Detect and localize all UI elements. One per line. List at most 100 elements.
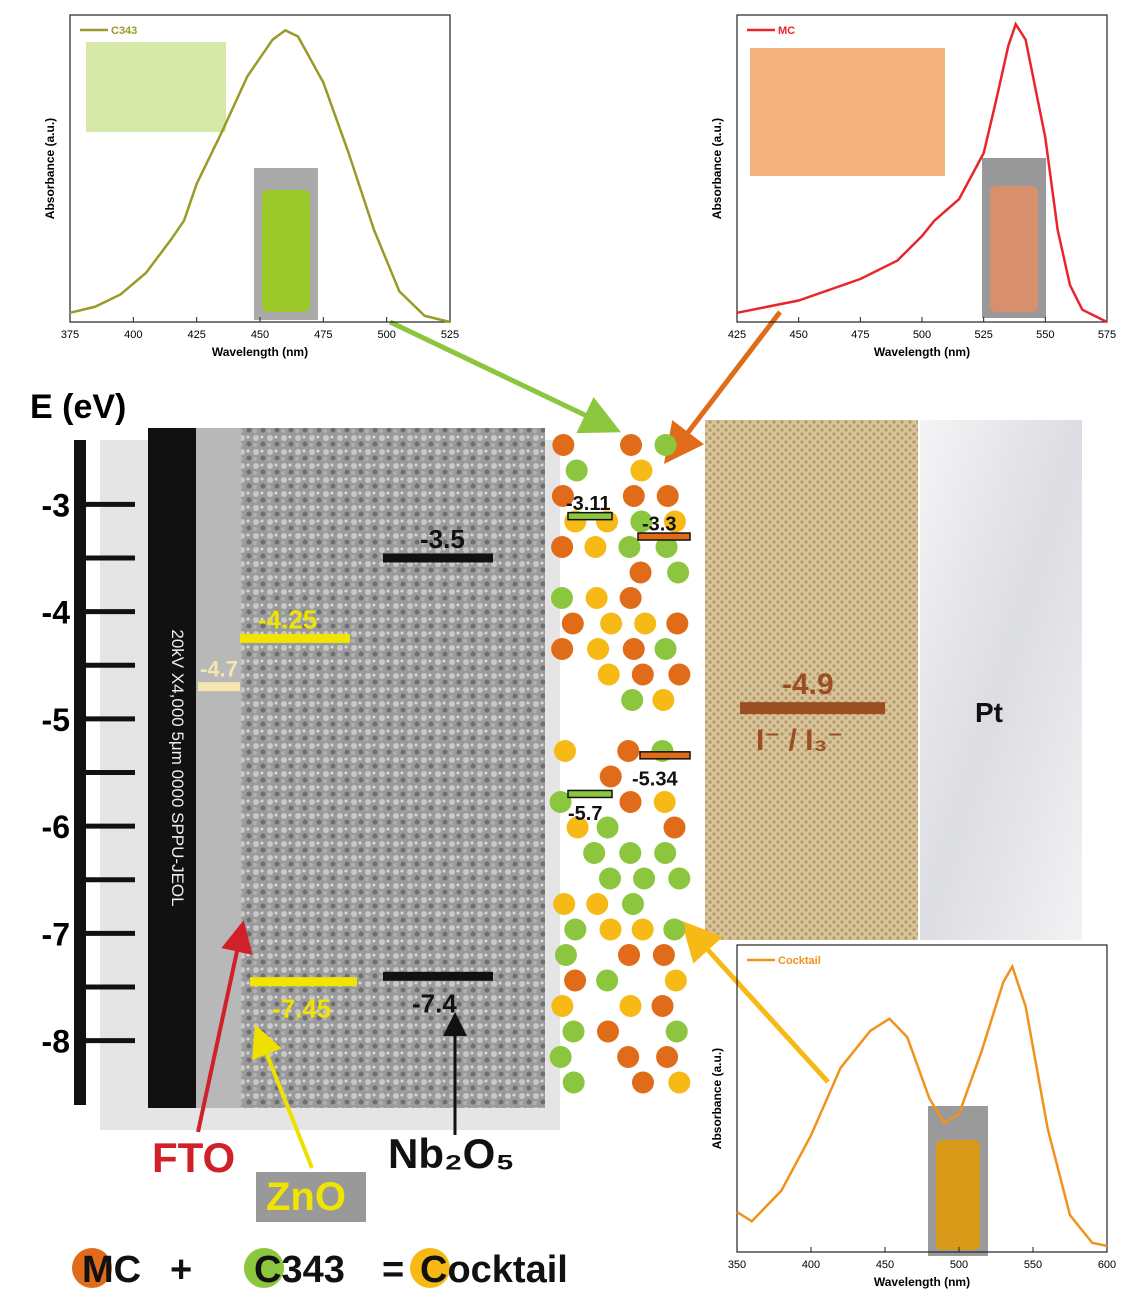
dye bbox=[630, 460, 652, 482]
energy-tick-label: -8 bbox=[42, 1024, 70, 1060]
dye bbox=[554, 740, 576, 762]
x-tick-label: 425 bbox=[187, 329, 205, 341]
x-tick-label: 450 bbox=[251, 329, 269, 341]
dye bbox=[600, 766, 622, 788]
dye bbox=[633, 868, 655, 890]
dye bbox=[550, 1046, 572, 1068]
energy-level bbox=[198, 682, 240, 691]
dye bbox=[551, 587, 573, 609]
vial bbox=[936, 1140, 980, 1250]
dye bbox=[587, 638, 609, 660]
energy-level-label: -7.45 bbox=[272, 994, 331, 1024]
dye bbox=[668, 868, 690, 890]
energy-level-label: -4.7 bbox=[200, 657, 238, 682]
dye bbox=[563, 1021, 585, 1043]
dye bbox=[600, 613, 622, 635]
dye bbox=[666, 613, 688, 635]
x-tick-label: 350 bbox=[728, 1259, 746, 1271]
x-tick-label: 550 bbox=[1024, 1259, 1042, 1271]
x-tick-label: 525 bbox=[441, 329, 459, 341]
dye bbox=[663, 919, 685, 941]
energy-level bbox=[568, 790, 612, 797]
dye bbox=[620, 434, 642, 456]
energy-level bbox=[383, 972, 493, 981]
legend-operator: + bbox=[170, 1249, 192, 1291]
plot-frame bbox=[737, 945, 1107, 1252]
arrow bbox=[688, 928, 828, 1082]
dye bbox=[666, 1021, 688, 1043]
dye bbox=[619, 842, 641, 864]
dye bbox=[657, 485, 679, 507]
dye bbox=[665, 970, 687, 992]
dye bbox=[600, 919, 622, 941]
y-axis-label: Absorbance (a.u.) bbox=[710, 1048, 724, 1149]
dye bbox=[551, 995, 573, 1017]
spectrum-line bbox=[737, 966, 1107, 1245]
dye bbox=[586, 587, 608, 609]
material-label: ZnO bbox=[266, 1175, 346, 1219]
dye bbox=[620, 587, 642, 609]
dye bbox=[583, 842, 605, 864]
x-tick-label: 550 bbox=[1036, 329, 1054, 341]
x-tick-label: 600 bbox=[1098, 1259, 1116, 1271]
dye bbox=[596, 970, 618, 992]
dye bbox=[652, 689, 674, 711]
x-axis-label: Wavelength (nm) bbox=[212, 345, 308, 359]
x-tick-label: 425 bbox=[728, 329, 746, 341]
energy-level-label: -7.4 bbox=[412, 988, 457, 1018]
vial bbox=[262, 190, 310, 312]
energy-level-label: -4.9 bbox=[782, 668, 834, 701]
energy-level bbox=[740, 702, 885, 714]
dye bbox=[634, 613, 656, 635]
dye bbox=[667, 562, 689, 584]
dye bbox=[617, 1046, 639, 1068]
material-label: FTO bbox=[152, 1134, 235, 1181]
molecule-box bbox=[750, 48, 945, 176]
energy-level-label: -3.3 bbox=[642, 514, 676, 536]
dye bbox=[668, 1072, 690, 1094]
dye bbox=[618, 536, 640, 558]
dye bbox=[621, 689, 643, 711]
energy-tick-label: -6 bbox=[42, 809, 70, 845]
dye bbox=[555, 944, 577, 966]
dye bbox=[563, 1072, 585, 1094]
dye bbox=[622, 893, 644, 915]
legend-item: C343 bbox=[254, 1249, 345, 1291]
dye bbox=[632, 1072, 654, 1094]
y-axis-label: Absorbance (a.u.) bbox=[43, 118, 57, 219]
dye bbox=[619, 791, 641, 813]
energy-level-label: -5.34 bbox=[632, 768, 678, 790]
energy-tick-label: -7 bbox=[42, 916, 70, 952]
material-label: I⁻ / I₃⁻ bbox=[756, 724, 843, 757]
dye bbox=[598, 664, 620, 686]
x-tick-label: 525 bbox=[974, 329, 992, 341]
energy-tick-label: -3 bbox=[42, 487, 70, 523]
dye bbox=[655, 638, 677, 660]
dye bbox=[632, 919, 654, 941]
dye bbox=[551, 638, 573, 660]
legend-label: Cocktail bbox=[778, 955, 821, 967]
dye bbox=[562, 613, 584, 635]
energy-level-label: -3.11 bbox=[566, 493, 610, 515]
dye bbox=[551, 536, 573, 558]
energy-level bbox=[383, 553, 493, 562]
x-tick-label: 450 bbox=[876, 1259, 894, 1271]
dye bbox=[668, 664, 690, 686]
x-tick-label: 575 bbox=[1098, 329, 1116, 341]
energy-axis-title: E (eV) bbox=[30, 388, 126, 426]
y-axis-label: Absorbance (a.u.) bbox=[710, 118, 724, 219]
dye bbox=[663, 817, 685, 839]
x-tick-label: 375 bbox=[61, 329, 79, 341]
counter-electrode-label: Pt bbox=[975, 697, 1003, 728]
x-tick-label: 400 bbox=[802, 1259, 820, 1271]
energy-level bbox=[250, 977, 357, 986]
x-tick-label: 500 bbox=[950, 1259, 968, 1271]
energy-level-label: -5.7 bbox=[568, 803, 602, 825]
legend-item: MC bbox=[82, 1249, 141, 1291]
platinum bbox=[920, 420, 1082, 940]
legend-label: MC bbox=[778, 25, 795, 37]
vial bbox=[990, 186, 1038, 312]
energy-level bbox=[640, 752, 690, 759]
dye bbox=[617, 740, 639, 762]
energy-tick-label: -4 bbox=[42, 595, 71, 631]
